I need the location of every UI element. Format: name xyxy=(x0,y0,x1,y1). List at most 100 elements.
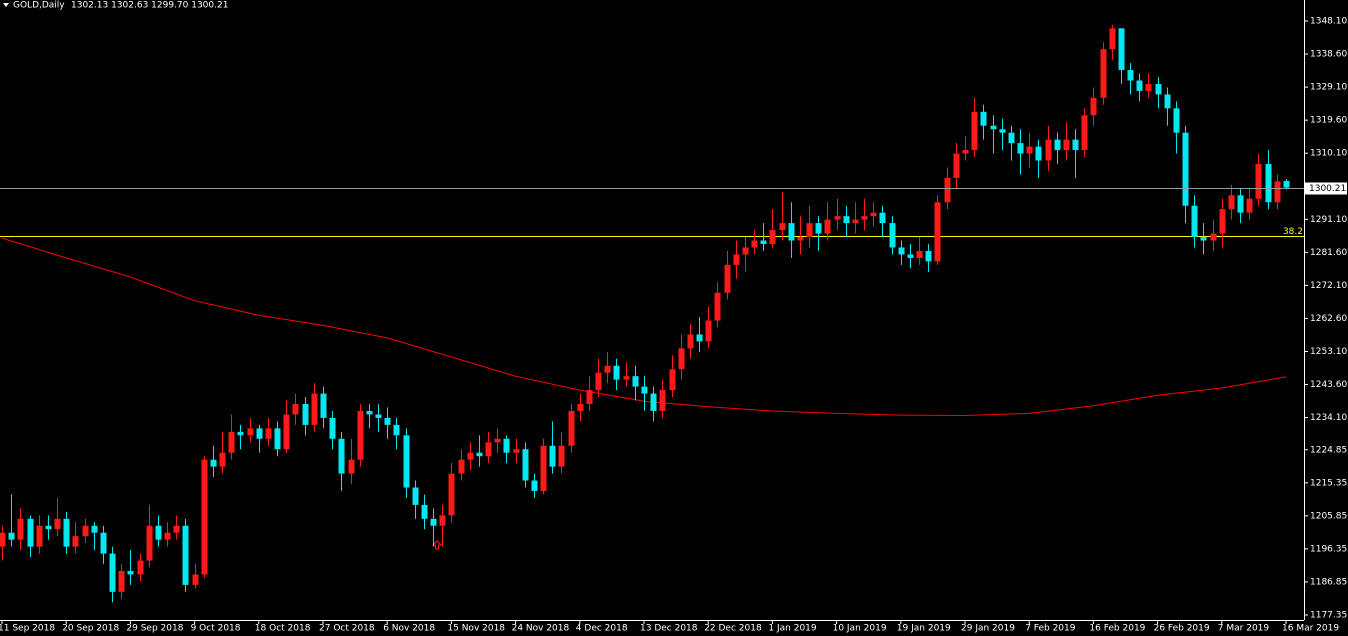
candle-body xyxy=(1265,163,1272,203)
candle-body xyxy=(659,390,666,411)
y-tick-label: 1348.10 xyxy=(1310,17,1347,27)
y-tick-label: 1272.10 xyxy=(1310,281,1347,291)
candle-body xyxy=(971,111,978,151)
y-tick-label: 1224.85 xyxy=(1310,445,1347,455)
candle-body xyxy=(714,292,721,321)
candle-body xyxy=(210,459,217,467)
candle-body xyxy=(137,560,144,575)
candle-body xyxy=(916,250,923,258)
x-tick-label: 6 Nov 2018 xyxy=(383,624,435,634)
y-tick-label: 1262.60 xyxy=(1310,314,1347,324)
candle-body xyxy=(8,532,15,540)
candle-body xyxy=(17,518,24,540)
candle-body xyxy=(650,393,657,411)
candle-body xyxy=(907,254,914,258)
y-tick-label: 1338.60 xyxy=(1310,50,1347,60)
menu-triangle xyxy=(3,3,9,7)
candle-body xyxy=(632,376,639,387)
candle-body xyxy=(586,390,593,405)
candle-body xyxy=(724,264,731,293)
candle-body xyxy=(861,216,868,220)
x-tick-label: 11 Sep 2018 xyxy=(0,624,55,634)
candle-body xyxy=(898,247,905,255)
candle-body xyxy=(173,525,180,533)
x-tick-label: 15 Nov 2018 xyxy=(447,624,505,634)
candle-body xyxy=(384,417,391,425)
candle-body xyxy=(458,459,465,474)
candle-body xyxy=(769,230,776,244)
x-tick-label: 7 Feb 2019 xyxy=(1025,624,1076,634)
candle-body xyxy=(1228,195,1235,210)
candle-body xyxy=(357,410,364,460)
x-tick-label: 16 Feb 2019 xyxy=(1089,624,1145,634)
candle-body xyxy=(27,518,34,547)
candle-body xyxy=(834,216,841,220)
candle-body xyxy=(1219,209,1226,234)
candle-body xyxy=(0,532,6,547)
candle-body xyxy=(283,414,290,450)
y-tick-label: 1291.10 xyxy=(1310,215,1347,225)
x-tick-label: 1 Jan 2019 xyxy=(768,624,816,634)
candle-body xyxy=(467,452,474,460)
candle-body xyxy=(687,334,694,349)
candle-body xyxy=(641,386,648,394)
candle-body xyxy=(595,372,602,391)
x-tick-label: 9 Oct 2018 xyxy=(191,624,241,634)
candle-body xyxy=(72,536,79,547)
candle-body xyxy=(36,525,43,547)
candle-body xyxy=(1017,143,1024,154)
y-tick-label: 1215.35 xyxy=(1310,478,1347,488)
x-tick-label: 24 Nov 2018 xyxy=(512,624,570,634)
candle-body xyxy=(256,428,263,439)
candle-body xyxy=(990,125,997,130)
x-tick-label: 27 Oct 2018 xyxy=(319,624,375,634)
candle-body xyxy=(678,348,685,370)
candle-body xyxy=(237,431,244,436)
candle-body xyxy=(485,442,492,457)
quote-label: 1302.13 1302.63 1299.70 1300.21 xyxy=(71,1,228,11)
symbol-label: GOLD,Daily xyxy=(13,1,65,11)
candle-body xyxy=(329,417,336,439)
y-tick-label: 1205.85 xyxy=(1310,511,1347,521)
candle-body xyxy=(375,414,382,418)
x-tick-label: 20 Sep 2018 xyxy=(62,624,119,634)
candle-body xyxy=(265,428,272,439)
candle-body xyxy=(292,404,299,415)
candle-body xyxy=(1200,237,1207,241)
candle-body xyxy=(1164,94,1171,109)
candle-body xyxy=(760,240,767,244)
candle-body xyxy=(980,111,987,126)
candle-body xyxy=(164,532,171,540)
candle-body xyxy=(568,410,575,446)
candle-body xyxy=(824,219,831,234)
candle-body xyxy=(476,452,483,457)
candle-body xyxy=(228,431,235,453)
candle-body xyxy=(274,428,281,450)
y-tick-label: 1196.35 xyxy=(1310,544,1347,554)
candle-body xyxy=(1045,139,1052,161)
y-tick-label: 1177.35 xyxy=(1310,610,1347,620)
candle-body xyxy=(944,177,951,203)
candle-body xyxy=(962,150,969,154)
candle-body xyxy=(604,365,611,373)
candle-body xyxy=(1127,70,1134,81)
candle-body xyxy=(219,452,226,467)
candle-body xyxy=(1054,139,1061,151)
candle-body xyxy=(1255,163,1262,199)
candle-body xyxy=(247,428,254,436)
y-tick-label: 1329.10 xyxy=(1310,83,1347,93)
candle-body xyxy=(1008,132,1015,144)
candle-body xyxy=(1191,205,1198,238)
x-tick-label: 18 Oct 2018 xyxy=(255,624,311,634)
candle-body xyxy=(1063,139,1070,151)
candle-body xyxy=(1246,198,1253,213)
candle-body xyxy=(1026,146,1033,154)
candle-body xyxy=(91,525,98,533)
x-tick-label: 19 Jan 2019 xyxy=(897,624,951,634)
candle-body xyxy=(779,223,786,231)
y-tick-label: 1186.85 xyxy=(1310,577,1347,587)
candle-body xyxy=(439,515,446,526)
x-tick-label: 29 Sep 2018 xyxy=(126,624,183,634)
